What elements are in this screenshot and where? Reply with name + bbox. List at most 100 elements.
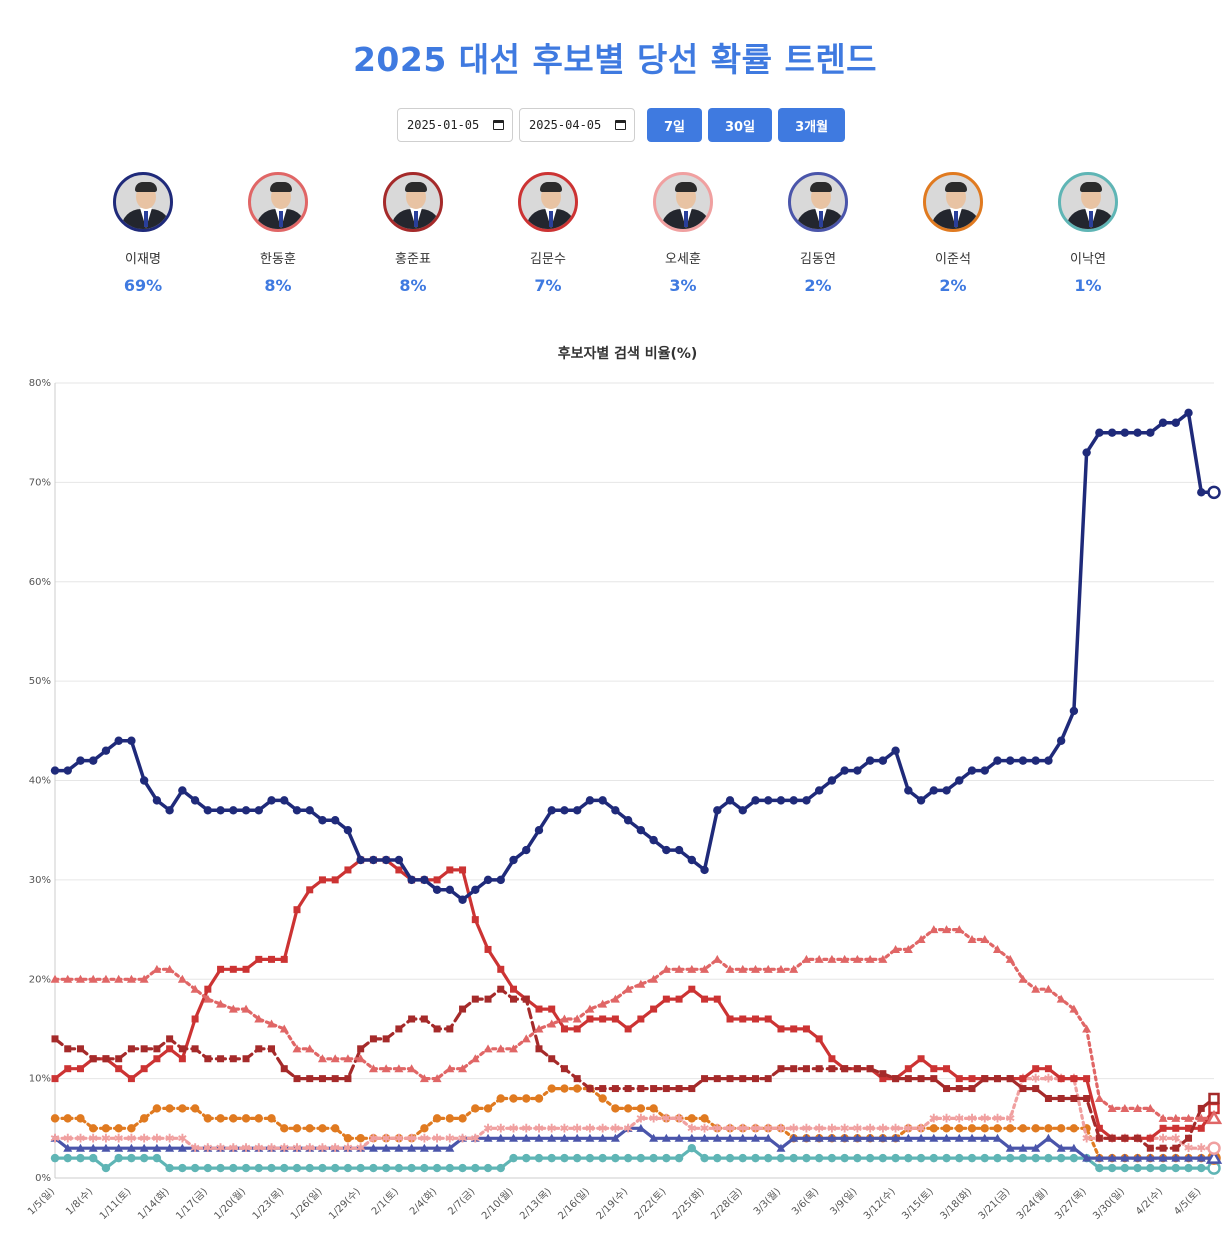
data-point: ✱ (649, 1111, 659, 1125)
start-date-input[interactable]: 2025-01-05 (397, 108, 513, 142)
data-point (1146, 1163, 1155, 1173)
candidate-card[interactable]: 김동연 2% (768, 172, 868, 295)
data-point (178, 1104, 187, 1113)
data-point: ✱ (712, 1121, 722, 1135)
data-point (573, 1025, 581, 1033)
data-point (636, 1123, 646, 1132)
data-point (1044, 1124, 1053, 1133)
candidate-card[interactable]: 이재명 69% (93, 172, 193, 295)
data-point: ✱ (101, 1131, 111, 1145)
data-point (585, 1004, 595, 1013)
end-date-input[interactable]: 2025-04-05 (519, 108, 635, 142)
data-point (522, 995, 530, 1003)
data-point (510, 985, 518, 993)
data-point (929, 1124, 939, 1133)
data-point (649, 974, 659, 983)
data-point (101, 1163, 111, 1173)
data-point (241, 1163, 251, 1173)
data-point (420, 1015, 428, 1023)
y-tick-label: 10% (29, 1074, 51, 1085)
x-tick-label: 3/18(화) (938, 1186, 974, 1222)
data-point (305, 1044, 315, 1053)
data-point (840, 766, 849, 775)
data-point: ✱ (750, 1121, 760, 1135)
range-3m-button[interactable]: 3개월 (778, 108, 846, 142)
data-point (993, 756, 1002, 765)
data-point: ✱ (738, 1121, 748, 1135)
range-7d-button[interactable]: 7일 (647, 108, 703, 142)
data-point (126, 974, 136, 983)
data-point (216, 1114, 225, 1123)
data-point (967, 1153, 977, 1163)
y-tick-label: 50% (29, 676, 51, 687)
candidate-avatar (518, 172, 578, 232)
data-point (1070, 1095, 1078, 1102)
data-point (483, 1133, 493, 1142)
data-point (916, 935, 926, 943)
data-point (1043, 1133, 1053, 1142)
data-point (878, 756, 888, 765)
data-point (190, 796, 200, 805)
data-point (241, 1004, 251, 1013)
data-point (63, 1143, 73, 1152)
range-30d-button[interactable]: 30일 (708, 108, 773, 142)
candidate-avatar (923, 172, 983, 232)
data-point (675, 1085, 683, 1093)
data-point (827, 776, 837, 785)
data-point (712, 954, 722, 963)
data-point (1057, 1095, 1065, 1102)
calendar-icon[interactable] (615, 120, 626, 130)
data-point (916, 796, 926, 805)
data-point (394, 1143, 404, 1152)
data-point (1184, 1163, 1193, 1173)
data-point (178, 1045, 186, 1053)
data-point (471, 885, 480, 895)
data-point (255, 955, 263, 963)
data-point (305, 806, 314, 815)
candidate-card[interactable]: 오세훈 3% (633, 172, 733, 295)
candidate-card[interactable]: 이준석 2% (903, 172, 1003, 295)
data-point (242, 1055, 250, 1063)
data-point (445, 1163, 455, 1173)
data-point (509, 1094, 518, 1103)
data-point (216, 1163, 225, 1173)
data-point (432, 1074, 442, 1083)
data-point (1031, 756, 1040, 765)
data-point (203, 994, 213, 1003)
data-point (572, 806, 582, 815)
data-point (661, 964, 671, 973)
data-point: ✱ (356, 1141, 366, 1155)
data-point (903, 944, 913, 953)
data-point (101, 1143, 111, 1152)
data-point (280, 1065, 288, 1073)
candidate-card[interactable]: 홍준표 8% (363, 172, 463, 295)
data-point (750, 964, 760, 973)
data-point (751, 1015, 759, 1023)
candidate-card[interactable]: 김문수 7% (498, 172, 598, 295)
data-point: ✱ (636, 1111, 646, 1125)
data-point (929, 1153, 939, 1163)
data-point (662, 995, 670, 1003)
data-point (610, 994, 620, 1003)
data-point (127, 1124, 136, 1133)
data-point (1197, 488, 1206, 497)
candidate-card[interactable]: 한동훈 8% (228, 172, 328, 295)
data-point (306, 886, 314, 894)
data-point (586, 1085, 594, 1093)
data-point (165, 1163, 174, 1173)
data-point (904, 786, 913, 795)
data-point (127, 1153, 136, 1163)
data-point (1185, 1134, 1193, 1142)
candidate-card[interactable]: 이낙연 1% (1038, 172, 1138, 295)
calendar-icon[interactable] (493, 120, 504, 130)
data-point (165, 806, 174, 815)
data-point (942, 1124, 951, 1133)
data-point: ✱ (381, 1131, 391, 1145)
data-point (471, 1104, 480, 1113)
x-tick-label: 2/16(일) (556, 1186, 592, 1222)
x-tick-label: 3/3(월) (751, 1186, 783, 1218)
data-point (917, 1075, 925, 1083)
x-tick-label: 1/23(목) (250, 1186, 286, 1222)
data-point (738, 1133, 748, 1142)
data-point (801, 1133, 811, 1142)
